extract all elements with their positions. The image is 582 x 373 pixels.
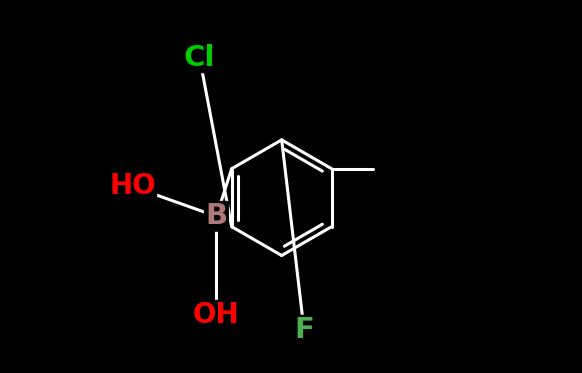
Text: HO: HO: [109, 172, 156, 201]
Text: B: B: [205, 202, 228, 231]
Text: Cl: Cl: [184, 44, 215, 72]
Text: OH: OH: [193, 301, 240, 329]
Text: F: F: [294, 316, 314, 344]
